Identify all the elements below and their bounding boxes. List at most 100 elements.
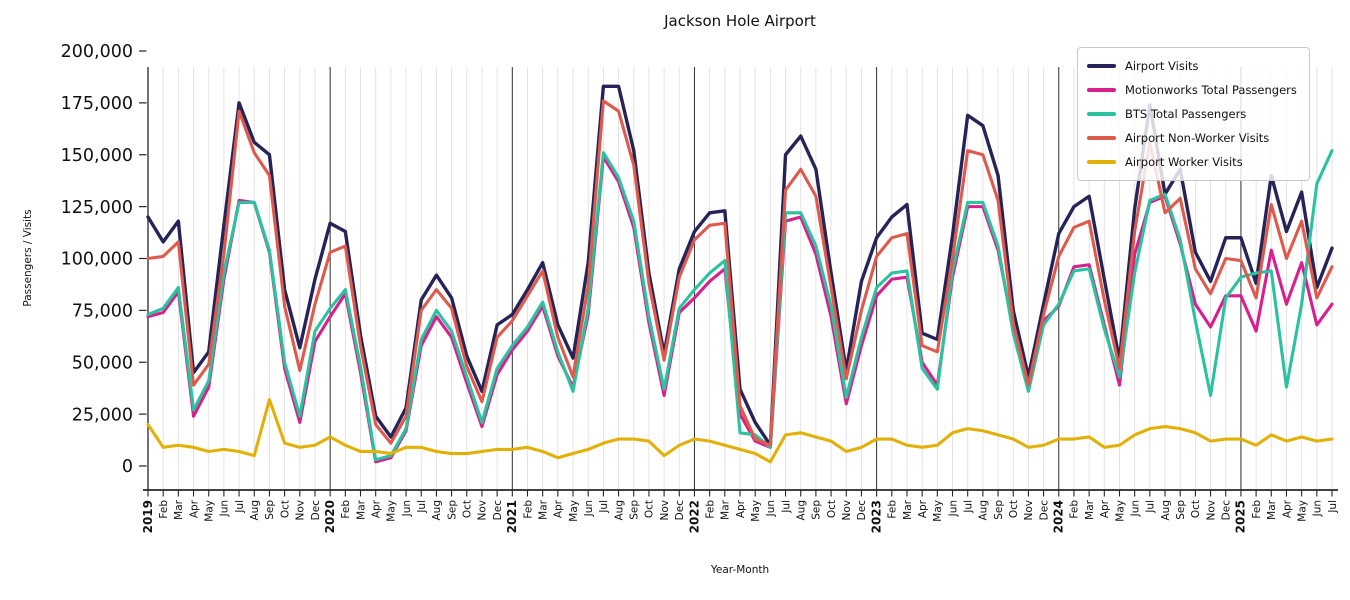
x-tick-label-year: 2019 [141, 500, 155, 533]
x-tick-label-month: May [750, 500, 762, 522]
x-tick-label-month: Dec [1221, 500, 1233, 521]
x-tick-label-month: Nov [1205, 500, 1217, 521]
x-tick-label-month: May [386, 500, 398, 522]
x-tick-label-month: Feb [158, 500, 170, 519]
x-tick-label-month: Mar [173, 499, 185, 519]
x-tick-label-month: Jun [765, 500, 777, 517]
series-line-airport-worker-visits [146, 398, 1334, 464]
x-tick-label-month: Sep [446, 500, 458, 520]
legend-label: BTS Total Passengers [1125, 107, 1247, 121]
y-tick-label: 50,000 [72, 353, 133, 373]
x-tick-label-month: Jul [416, 500, 428, 514]
x-tick-label-year: 2022 [687, 500, 701, 533]
x-tick-label-month: Jul [1145, 500, 1157, 514]
x-tick-label-month: Jun [219, 500, 231, 517]
x-tick-label-month: Aug [613, 500, 625, 521]
x-tick-label-month: Oct [1008, 500, 1020, 518]
x-tick-label-year: 2023 [869, 500, 883, 533]
x-tick-label-month: May [568, 500, 580, 522]
legend-item-airport-worker-visits: Airport Worker Visits [1087, 150, 1300, 174]
x-tick-label-month: Jul [962, 500, 974, 514]
x-tick-label-month: Nov [1023, 500, 1035, 521]
x-tick-label-month: Aug [249, 500, 261, 521]
x-tick-label-month: Mar [537, 499, 549, 519]
x-axis-title: Year-Month [710, 564, 770, 576]
x-tick-label-month: Oct [1190, 500, 1202, 518]
legend-line-swatch-icon [1087, 160, 1116, 164]
legend-label: Motionworks Total Passengers [1125, 83, 1297, 97]
x-tick-label-month: Dec [674, 500, 686, 521]
y-axis-title: Passengers / Visits [22, 209, 34, 307]
legend-line-swatch-icon [1087, 112, 1116, 116]
x-tick-label-month: May [204, 500, 216, 522]
y-tick-label: 0 [122, 457, 133, 477]
legend-label: Airport Visits [1125, 59, 1199, 73]
x-tick-label-month: Dec [856, 500, 868, 521]
x-tick-label-month: Apr [917, 499, 929, 518]
x-tick-label-year: 2024 [1052, 500, 1066, 533]
x-tick-label-month: Jun [401, 500, 413, 517]
x-tick-label-month: Dec [492, 500, 504, 521]
x-tick-label-month: May [1296, 500, 1308, 522]
series-line-bts-total-passengers [146, 149, 1334, 462]
x-tick-label-month: Jul [780, 500, 792, 514]
x-tick-label-month: Feb [887, 500, 899, 519]
legend: Airport Visits Motionworks Total Passenge… [1077, 47, 1310, 181]
y-tick-label: 100,000 [61, 250, 133, 270]
x-tick-label-month: Nov [477, 500, 489, 521]
x-tick-label-month: Feb [1251, 500, 1263, 519]
x-tick-label-month: Sep [993, 500, 1005, 520]
x-tick-label-month: Mar [902, 499, 914, 519]
legend-line-swatch-icon [1087, 88, 1116, 92]
x-tick-label-month: Nov [295, 500, 307, 521]
x-tick-label-month: Jun [1312, 500, 1324, 517]
x-tick-label-month: Mar [355, 499, 367, 519]
y-tick-label: 125,000 [61, 198, 133, 218]
x-tick-label-month: Dec [1038, 500, 1050, 521]
legend-label: Airport Worker Visits [1125, 155, 1243, 169]
legend-label: Airport Non-Worker Visits [1125, 131, 1270, 145]
x-tick-label-month: Oct [462, 500, 474, 518]
x-tick-label-month: Feb [704, 500, 716, 519]
x-tick-label-month: Sep [629, 500, 641, 520]
x-tick-label-month: Aug [796, 500, 808, 521]
x-tick-label-month: Apr [553, 499, 565, 518]
x-axis: 2019 Feb Mar Apr May Jun Jul Aug Sep Oct Nov Dec 202… [141, 490, 1339, 533]
x-tick-label-month: Nov [841, 500, 853, 521]
x-tick-label-year: 2025 [1234, 500, 1248, 533]
x-tick-label-month: Mar [1084, 499, 1096, 519]
x-tick-label-month: Jun [947, 500, 959, 517]
x-tick-label-month: Jul [1327, 500, 1339, 514]
x-tick-label-month: Aug [1160, 500, 1172, 521]
y-axis: 0 25,000 50,000 75,000 100,000 125,000 150,000… [61, 42, 147, 477]
x-tick-label-month: Apr [735, 499, 747, 518]
legend-item-motionworks-total-passengers: Motionworks Total Passengers [1087, 78, 1300, 102]
x-tick-label-month: Dec [310, 500, 322, 521]
x-tick-label-month: Sep [811, 500, 823, 520]
y-tick-label: 150,000 [61, 146, 133, 166]
x-tick-label-month: Apr [188, 499, 200, 518]
x-tick-label-month: Aug [431, 500, 443, 521]
x-tick-label-month: May [932, 500, 944, 522]
x-tick-label-month: Oct [279, 500, 291, 518]
x-tick-label-month: Jun [583, 500, 595, 517]
y-tick-label: 25,000 [72, 405, 133, 425]
x-tick-label-month: Apr [370, 499, 382, 518]
x-tick-label-month: Mar [720, 499, 732, 519]
x-tick-label-month: Oct [826, 500, 838, 518]
x-tick-label-month: Mar [1266, 499, 1278, 519]
chart-title: Jackson Hole Airport [664, 12, 816, 30]
legend-line-swatch-icon [1087, 64, 1116, 68]
x-tick-label-month: Feb [1069, 500, 1081, 519]
y-tick-label: 75,000 [72, 302, 133, 322]
series-lines [146, 84, 1334, 464]
x-tick-label-month: Jun [1129, 500, 1141, 517]
x-tick-label-month: Sep [1175, 500, 1187, 520]
legend-item-airport-non-worker-visits: Airport Non-Worker Visits [1087, 126, 1300, 150]
x-tick-label-month: Apr [1281, 499, 1293, 518]
x-tick-label-month: Oct [644, 500, 656, 518]
x-tick-label-month: Sep [264, 500, 276, 520]
legend-item-bts-total-passengers: BTS Total Passengers [1087, 102, 1300, 126]
